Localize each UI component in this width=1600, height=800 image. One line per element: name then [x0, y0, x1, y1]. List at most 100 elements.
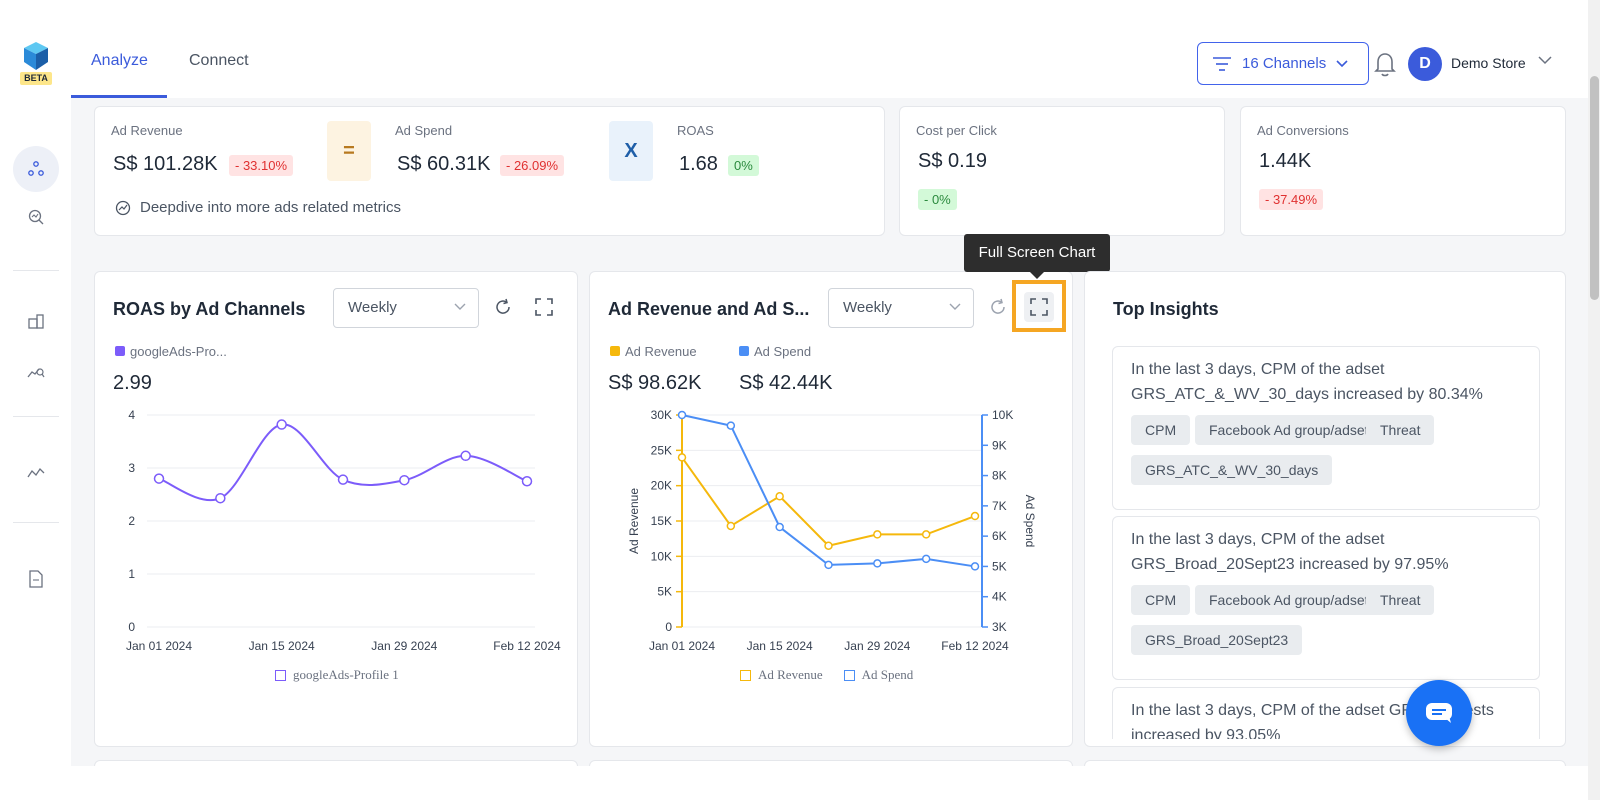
expand-icon — [1030, 298, 1048, 316]
insight-text: In the last 3 days, CPM of the adset GRS… — [1131, 702, 1494, 739]
roas-value: 1.68 — [679, 153, 718, 175]
insight-card[interactable]: In the last 3 days, CPM of the adset GRS… — [1112, 516, 1540, 680]
sidebar-item-explore[interactable] — [13, 194, 59, 240]
data-point-ad-revenue — [970, 511, 980, 521]
tab-analyze[interactable]: Analyze — [91, 52, 148, 69]
spend-legend-value: S$ 42.44K — [739, 372, 833, 394]
y2-tick-label: 3K — [992, 620, 1007, 634]
sidebar-item-stores[interactable] — [13, 298, 59, 344]
cpc-value: S$ 0.19 — [918, 150, 987, 172]
cpc-change-badge: - 0% — [918, 189, 957, 210]
revenue-spend-chart-card: Ad Revenue and Ad S... Weekly Ad Revenue… — [589, 271, 1073, 747]
cpc-label: Cost per Click — [916, 123, 997, 138]
insight-tag[interactable]: CPM — [1131, 585, 1191, 615]
ad-spend-change-badge: - 26.09% — [500, 155, 565, 176]
y-tick-label: 30K — [651, 408, 672, 422]
sidebar-item-trends[interactable] — [13, 348, 59, 394]
revenue-period-value: Weekly — [843, 299, 892, 316]
trend-search-icon — [27, 368, 45, 378]
refresh-button[interactable] — [488, 292, 518, 322]
insight-card[interactable]: In the last 3 days, CPM of the adset GRS… — [1112, 346, 1540, 510]
roas-period-select[interactable]: Weekly — [333, 288, 479, 328]
tab-connect[interactable]: Connect — [189, 52, 249, 69]
roas-legend-value: 2.99 — [113, 372, 152, 394]
ad-revenue-value: S$ 101.28K — [113, 153, 218, 175]
insight-tag[interactable]: Threat — [1366, 585, 1435, 615]
revenue-bottom-legend[interactable]: Ad Revenue Ad Spend — [740, 667, 913, 683]
data-point — [337, 474, 349, 485]
conversions-value: 1.44K — [1259, 150, 1312, 172]
x-tick-label: Jan 29 2024 — [371, 639, 437, 653]
multiply-operator: X — [609, 121, 653, 181]
store-name[interactable]: Demo Store — [1451, 55, 1526, 71]
x-tick-label: Jan 15 2024 — [747, 639, 813, 653]
deepdive-link[interactable]: Deepdive into more ads related metrics — [115, 199, 401, 216]
channels-filter-button[interactable]: 16 Channels — [1197, 42, 1369, 85]
legend-swatch — [275, 669, 286, 681]
insight-tag[interactable]: CPM — [1131, 415, 1191, 445]
refresh-icon — [991, 298, 1005, 314]
legend-swatch — [115, 346, 125, 356]
fullscreen-button[interactable] — [1024, 292, 1054, 322]
chat-button[interactable] — [1406, 680, 1472, 746]
y-tick-label: 4 — [128, 408, 135, 422]
data-point — [399, 474, 410, 486]
roas-bottom-legend[interactable]: googleAds-Profile 1 — [275, 667, 399, 683]
sidebar-item-channels[interactable] — [13, 146, 59, 192]
avatar[interactable]: D — [1408, 47, 1442, 81]
chevron-down-icon — [1336, 59, 1348, 67]
revenue-legend-value: S$ 98.62K — [608, 372, 702, 394]
sidebar-item-reports[interactable] — [13, 556, 59, 602]
refresh-button[interactable] — [983, 292, 1013, 322]
app-logo[interactable]: BETA — [20, 42, 52, 86]
chevron-down-icon — [454, 303, 466, 310]
x-tick-label: Jan 01 2024 — [649, 639, 715, 653]
bell-icon[interactable] — [1373, 50, 1397, 78]
insight-card[interactable]: In the last 3 days, CPM of the adset GRS… — [1112, 687, 1540, 739]
data-point-ad-spend — [970, 562, 980, 571]
expand-icon — [535, 298, 553, 316]
insight-tag[interactable]: GRS_Broad_20Sept23 — [1131, 625, 1303, 655]
y-tick-label: 0 — [665, 620, 672, 634]
sidebar-item-analytics[interactable] — [13, 450, 59, 496]
roas-chart-card: ROAS by Ad Channels Weekly googleAds-Pro… — [94, 271, 578, 747]
chevron-down-icon — [949, 303, 961, 310]
spend-bottom-legend-label: Ad Spend — [861, 667, 914, 682]
insight-text: In the last 3 days, CPM of the adset GRS… — [1131, 531, 1449, 573]
y-tick-label: 3 — [128, 461, 135, 475]
revenue-chart-title: Ad Revenue and Ad S... — [608, 299, 810, 319]
chevron-down-icon[interactable] — [1538, 56, 1552, 65]
y-tick-label: 15K — [651, 514, 672, 528]
scrollbar-thumb[interactable] — [1590, 76, 1599, 300]
sidebar-divider — [13, 270, 59, 271]
insight-tag[interactable]: Threat — [1366, 415, 1435, 445]
insight-tag[interactable]: Facebook Ad group/adset — [1195, 415, 1383, 445]
ad-spend-value: S$ 60.31K — [397, 153, 491, 175]
refresh-icon — [496, 298, 510, 314]
y2-axis-title: Ad Spend — [1023, 495, 1037, 548]
y-tick-label: 5K — [657, 585, 672, 599]
insights-title: Top Insights — [1113, 299, 1219, 319]
sidebar-divider — [13, 522, 59, 523]
chat-icon — [1426, 703, 1452, 723]
conversions-change-badge: - 37.49% — [1259, 189, 1324, 210]
fullscreen-button[interactable] — [529, 292, 559, 322]
insight-text: In the last 3 days, CPM of the adset GRS… — [1131, 361, 1483, 403]
data-point-ad-revenue — [677, 453, 687, 462]
y2-tick-label: 6K — [992, 529, 1007, 543]
revenue-period-select[interactable]: Weekly — [828, 288, 974, 328]
data-point-ad-spend — [921, 554, 931, 564]
insight-tag[interactable]: Facebook Ad group/adset — [1195, 585, 1383, 615]
line-chart-icon — [27, 467, 45, 478]
insight-tag[interactable]: GRS_ATC_&_WV_30_days — [1131, 455, 1333, 485]
beta-badge: BETA — [20, 72, 52, 85]
x-tick-label: Feb 12 2024 — [941, 639, 1009, 653]
roas-period-value: Weekly — [348, 299, 397, 316]
data-point — [153, 473, 165, 484]
top-bar: BETA Analyze Connect 16 Channels D Demo … — [0, 0, 1588, 98]
x-tick-label: Jan 29 2024 — [844, 639, 910, 653]
data-point — [215, 492, 226, 504]
data-point-ad-spend — [775, 522, 784, 532]
data-point — [460, 450, 471, 462]
data-point-ad-revenue — [775, 492, 784, 501]
